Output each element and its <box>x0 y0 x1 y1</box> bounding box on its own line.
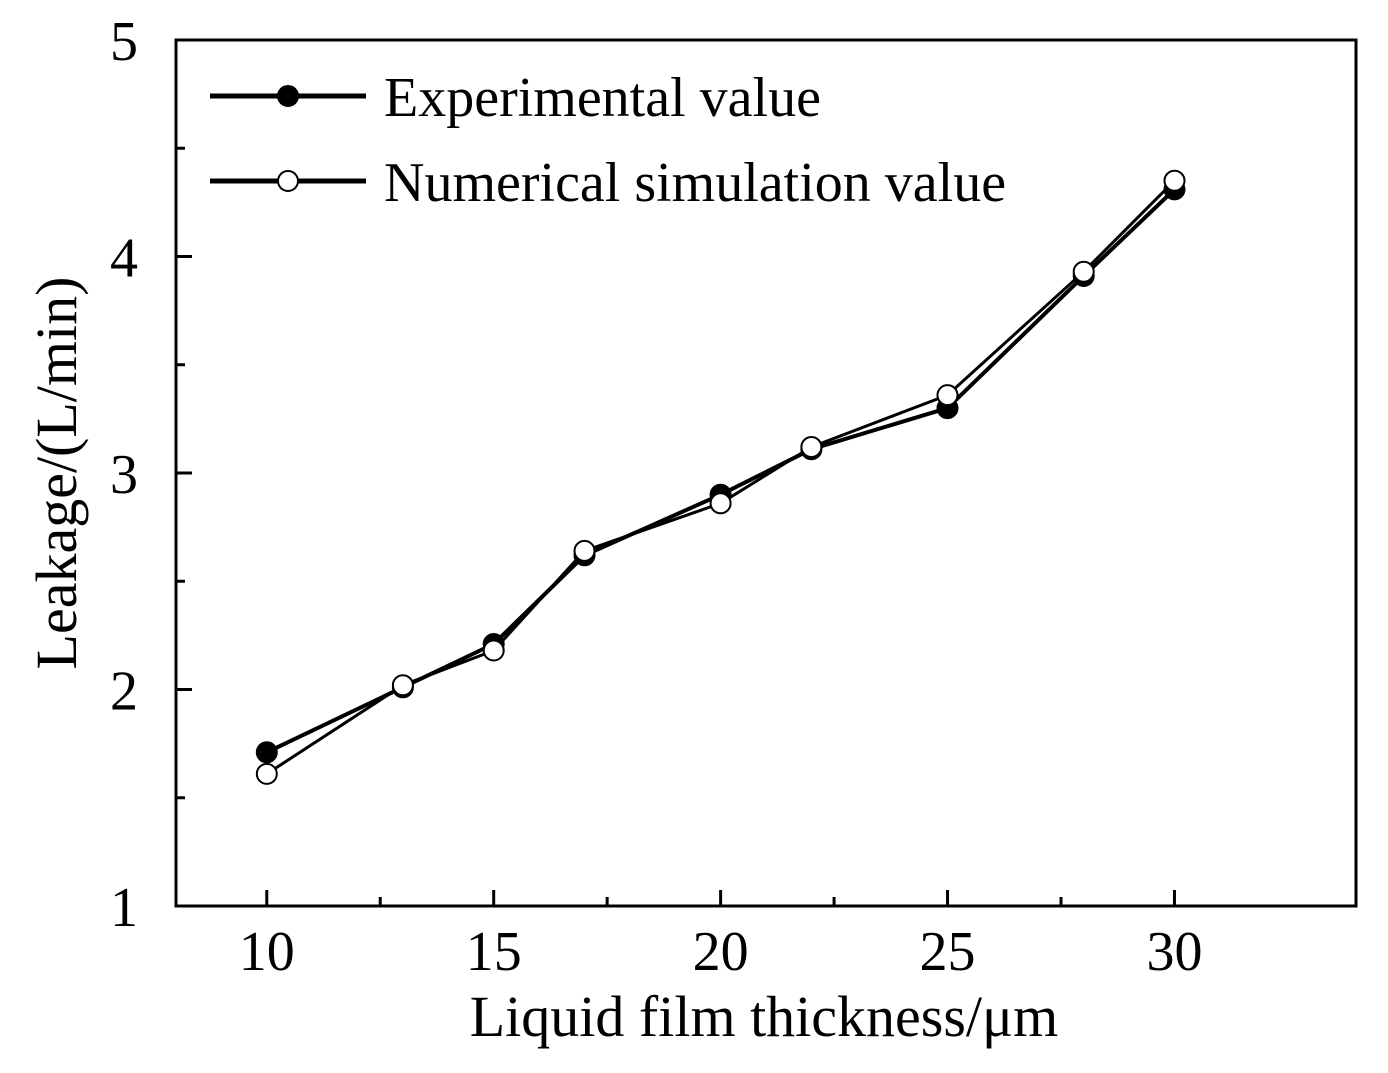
legend-experimental-marker <box>277 85 299 107</box>
legend-simulation-marker <box>277 170 299 192</box>
x-tick-label: 15 <box>466 921 522 983</box>
simulation-data-point <box>482 639 505 662</box>
x-tick-label: 25 <box>920 921 976 983</box>
y-tick-label: 2 <box>110 661 138 723</box>
y-tick-label: 1 <box>110 877 138 939</box>
y-tick-label: 3 <box>110 444 138 506</box>
simulation-data-point <box>1072 260 1095 283</box>
x-tick-label: 20 <box>693 921 749 983</box>
simulation-data-point <box>936 384 959 407</box>
legend-simulation-label: Numerical simulation value <box>384 152 1006 214</box>
x-axis-label: Liquid film thickness/μm <box>470 984 1059 1049</box>
experimental-data-point <box>255 741 278 764</box>
simulation-data-point <box>1163 169 1186 192</box>
legend-experimental-label: Experimental value <box>384 67 821 129</box>
y-tick-label: 5 <box>110 11 138 73</box>
legend: Experimental value Numerical simulation … <box>210 67 1006 214</box>
simulation-data-point <box>391 674 414 697</box>
experimental-series-line <box>265 187 1176 755</box>
data-series <box>255 169 1186 785</box>
simulation-data-point <box>255 762 278 785</box>
x-tick-label: 30 <box>1146 921 1202 983</box>
simulation-data-point <box>709 492 732 515</box>
x-tick-label: 10 <box>239 921 295 983</box>
x-axis-ticks: 10 15 20 25 30 <box>239 890 1202 983</box>
simulation-data-point <box>800 436 823 458</box>
y-axis-ticks: 1 2 3 4 5 <box>110 11 192 939</box>
simulation-data-point <box>573 539 596 562</box>
y-axis-label: Leakage/(L/min) <box>24 277 89 670</box>
y-tick-label: 4 <box>110 228 138 290</box>
